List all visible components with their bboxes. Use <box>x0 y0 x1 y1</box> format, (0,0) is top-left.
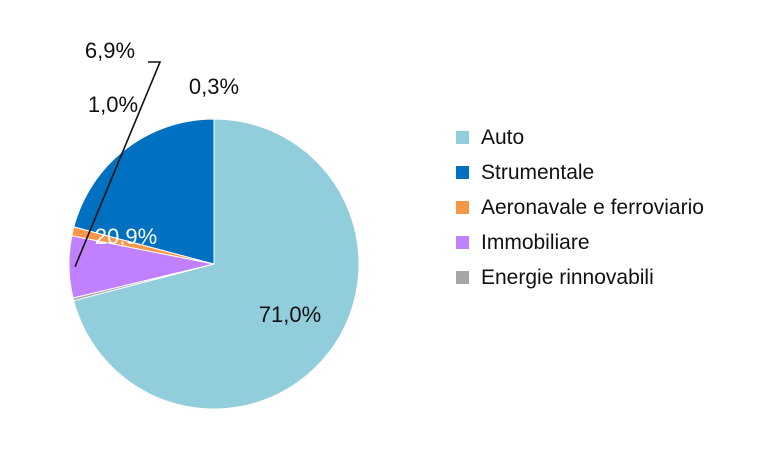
legend-swatch <box>456 166 469 179</box>
pie-slice-strumentale <box>73 118 215 265</box>
leader-lines <box>74 61 162 268</box>
legend-label: Auto <box>481 125 525 149</box>
legend-item-immobiliare: Immobiliare <box>456 225 704 260</box>
pie-slice-auto <box>73 118 360 410</box>
data-labels: 71,0% 0,3% 6,9% 1,0% 20,9% <box>85 38 321 327</box>
legend-label: Strumentale <box>481 160 595 184</box>
data-label-energie-rinnovabili: 0,3% <box>189 74 239 99</box>
legend-swatch <box>456 271 469 284</box>
legend-item-aeronavale-e-ferroviario: Aeronavale e ferroviario <box>456 190 704 225</box>
legend-label: Energie rinnovabili <box>481 265 654 289</box>
legend-label: Aeronavale e ferroviario <box>481 195 704 219</box>
pie-slices <box>68 118 360 410</box>
legend-item-auto: Auto <box>456 120 704 155</box>
data-label-aeronavale-e-ferroviario: 1,0% <box>88 92 138 117</box>
legend-swatch <box>456 236 469 249</box>
data-label-immobiliare: 6,9% <box>85 38 135 63</box>
legend-item-energie-rinnovabili: Energie rinnovabili <box>456 260 704 295</box>
legend: Auto Strumentale Aeronavale e ferroviari… <box>456 120 704 295</box>
legend-item-strumentale: Strumentale <box>456 155 704 190</box>
legend-swatch <box>456 201 469 214</box>
data-label-strumentale: 20,9% <box>95 224 157 249</box>
legend-swatch <box>456 131 469 144</box>
leader-line-immobiliare <box>74 61 162 268</box>
legend-label: Immobiliare <box>481 230 590 254</box>
data-label-auto: 71,0% <box>259 302 321 327</box>
